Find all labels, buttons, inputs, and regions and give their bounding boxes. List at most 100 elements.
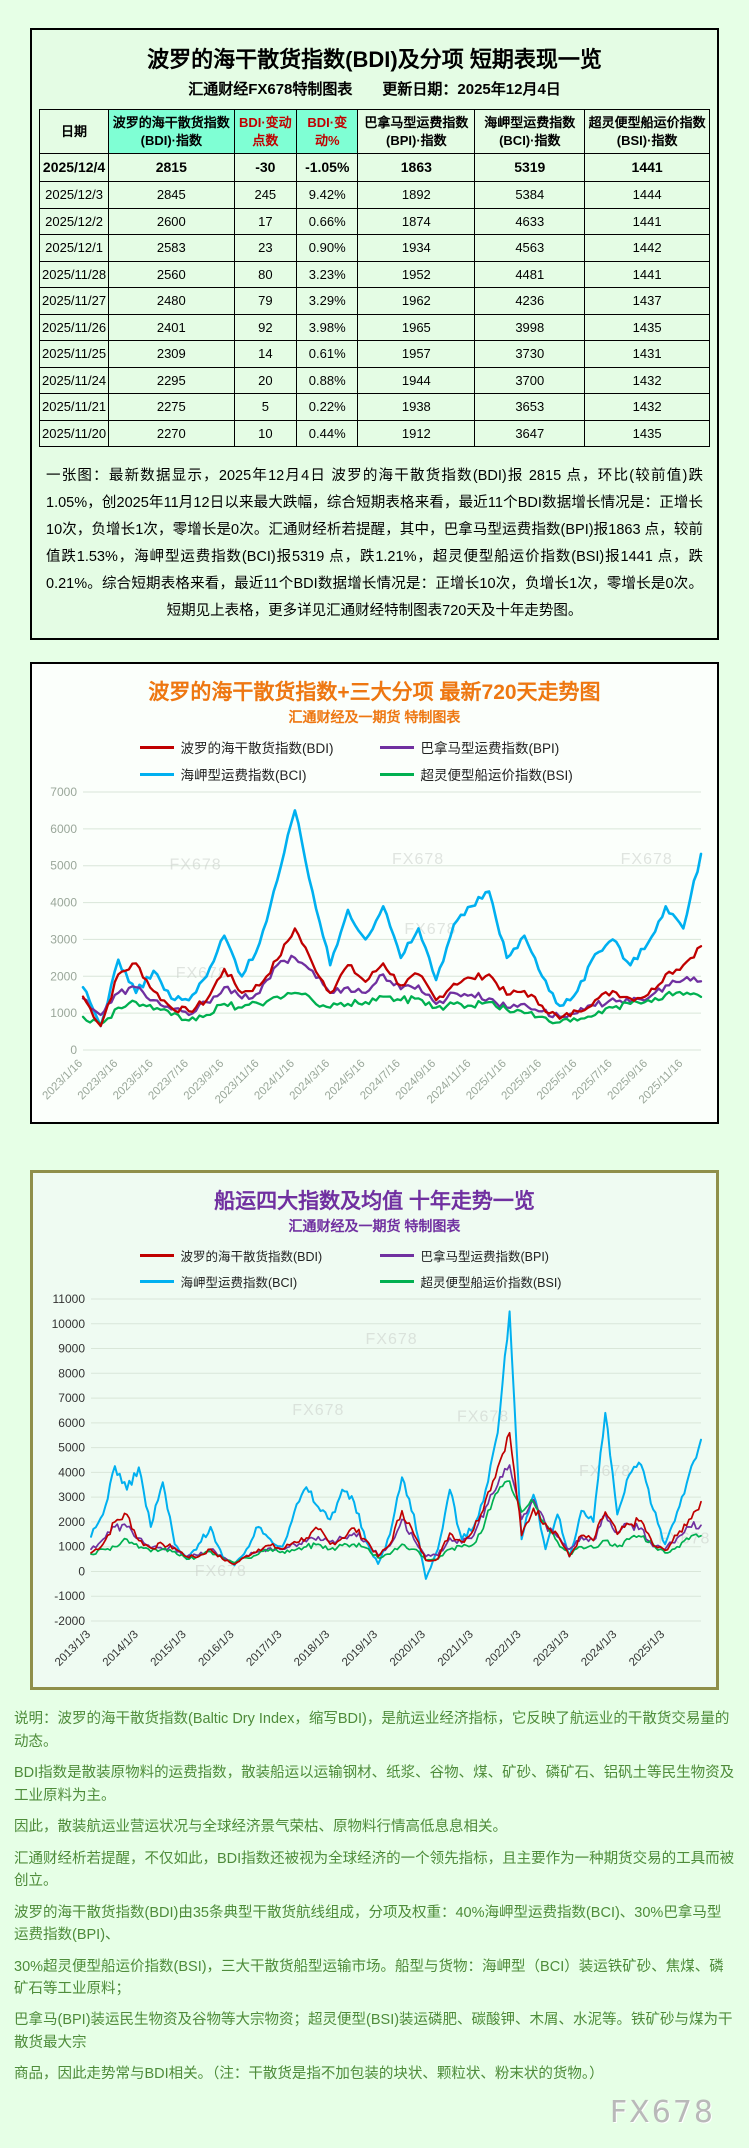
column-header: BDI·变动点数 — [233, 108, 298, 155]
svg-text:3000: 3000 — [58, 1490, 85, 1504]
chart-720d-legend: 波罗的海干散货指数(BDI) 巴拿马型运费指数(BPI) 海岬型运费指数(BCI) 超… — [139, 737, 610, 784]
fx678-watermark: FX678 — [609, 2094, 715, 2130]
legend-label: 波罗的海干散货指数(BDI) — [180, 741, 334, 757]
table-cell: 2309 — [108, 340, 235, 368]
table-cell: 80 — [233, 260, 298, 289]
svg-text:2023/1/3: 2023/1/3 — [531, 1629, 571, 1669]
svg-text:FX678: FX678 — [194, 1563, 246, 1580]
summary-note: 一张图：最新数据显示，2025年12月4日 波罗的海干散货指数(BDI)报 28… — [46, 468, 703, 619]
table-cell: 1957 — [357, 340, 476, 368]
table-row: 2025/11/20 2270 10 0.44% 1912 3647 1435 — [38, 419, 710, 448]
column-header: 巴拿马型运费指数(BPI)·指数 — [357, 108, 476, 155]
footer-note-line: 因此，散装航运业营运状况与全球经济景气荣枯、原物料行情高低息息相关。 — [14, 1819, 507, 1836]
table-cell: 3.23% — [296, 260, 359, 289]
table-cell: 1944 — [357, 366, 476, 395]
svg-text:FX678: FX678 — [404, 921, 456, 938]
table-cell: 5 — [233, 393, 298, 421]
svg-text:6000: 6000 — [50, 822, 77, 836]
table-row: 2025/11/21 2275 5 0.22% 1938 3653 1432 — [38, 393, 710, 421]
chart-720d-section: 波罗的海干散货指数+三大分项 最新720天走势图 汇通财经及一期货 特制图表 波… — [30, 662, 719, 1125]
summary-table: 日期 波罗的海干散货指数(BDI)·指数 BDI·变动点数 BDI·变动% 巴拿马型运费… — [38, 108, 710, 448]
footer-note-line: 汇通财经析若提醒，不仅如此，BDI指数还被视为全球经济的一个领先指标，且主要作为… — [14, 1850, 735, 1890]
chart-720d-title: 波罗的海干散货指数+三大分项 最新720天走势图 — [148, 681, 601, 705]
table-cell: 2295 — [108, 366, 235, 395]
table-cell: 1934 — [357, 234, 476, 262]
column-header: 超灵便型船运价指数(BSI)·指数 — [584, 108, 710, 155]
table-cell: 245 — [233, 180, 298, 209]
chart-720d-plot: 0 1000 2000 3000 4000 5000 6000 7000 FX678 FX678 F… — [40, 786, 702, 1107]
table-cell: -30 — [233, 153, 298, 182]
svg-text:5000: 5000 — [50, 859, 77, 873]
table-cell: 0.61% — [296, 340, 359, 368]
svg-text:1000: 1000 — [58, 1540, 85, 1554]
table-cell: 5319 — [474, 153, 586, 182]
table-cell: 14 — [233, 340, 298, 368]
legend-label: 波罗的海干散货指数(BDI) — [180, 1250, 323, 1265]
svg-text:2017/1/3: 2017/1/3 — [244, 1629, 284, 1669]
footer-note-line: 商品，因此走势常与BDI相关。（注：干散货是指不加包装的块状、颗粒状、粉末状的货… — [14, 2066, 604, 2083]
svg-text:FX678: FX678 — [292, 1402, 344, 1419]
summary-table-head: 日期 波罗的海干散货指数(BDI)·指数 BDI·变动点数 BDI·变动% 巴拿马型运费… — [38, 108, 710, 155]
legend-item: 波罗的海干散货指数(BDI) — [139, 1246, 370, 1265]
legend-label: 巴拿马型运费指数(BPI) — [420, 1250, 549, 1265]
svg-text:2015/1/3: 2015/1/3 — [148, 1629, 188, 1669]
table-cell: 3.29% — [296, 287, 359, 315]
table-cell: 9.42% — [296, 180, 359, 209]
summary-table-body: 2025/12/4 2815 -30 -1.05% 1863 5319 1441 2025/1… — [38, 153, 710, 448]
table-cell: 2025/11/28 — [38, 260, 110, 289]
table-cell: 2025/11/24 — [38, 366, 110, 395]
table-cell: 1892 — [357, 180, 476, 209]
table-cell: 2025/12/3 — [38, 180, 110, 209]
table-cell: 1952 — [357, 260, 476, 289]
summary-subtitle: 汇通财经FX678特制图表 更新日期：2025年12月4日 — [188, 81, 561, 98]
chart-10y-plot: -2000 -1000 0 1000 2000 3000 4000 5000 6000 7000 8… — [51, 1293, 709, 1669]
table-row: 2025/11/25 2309 14 0.61% 1957 3730 1431 — [38, 340, 710, 368]
table-cell: 2815 — [108, 153, 235, 182]
table-cell: 1437 — [584, 287, 710, 315]
legend-item: 巴拿马型运费指数(BPI) — [379, 737, 610, 757]
table-cell: 2560 — [108, 260, 235, 289]
svg-text:2019/1/3: 2019/1/3 — [340, 1629, 380, 1669]
table-row: 2025/11/28 2560 80 3.23% 1952 4481 1441 — [38, 260, 710, 289]
table-row: 2025/12/1 2583 23 0.90% 1934 4563 1442 — [38, 234, 710, 262]
legend-swatch — [379, 772, 414, 776]
legend-label: 超灵便型船运价指数(BSI) — [420, 768, 573, 784]
svg-text:3000: 3000 — [50, 933, 77, 947]
table-cell: 2583 — [108, 234, 235, 262]
table-cell: 0.90% — [296, 234, 359, 262]
svg-text:FX678: FX678 — [457, 1409, 509, 1426]
table-cell: 1444 — [584, 180, 710, 209]
table-cell: 2025/11/20 — [38, 419, 110, 448]
legend-label: 海岬型运费指数(BCI) — [180, 1276, 298, 1291]
legend-swatch — [139, 772, 174, 776]
table-cell: 1938 — [357, 393, 476, 421]
table-cell: 2025/12/2 — [38, 207, 110, 236]
table-cell: 1435 — [584, 313, 710, 342]
svg-text:FX678: FX678 — [365, 1331, 417, 1348]
svg-text:FX678: FX678 — [169, 857, 221, 874]
column-header: BDI·变动% — [296, 108, 359, 155]
svg-text:6000: 6000 — [58, 1416, 85, 1430]
chart-10y-legend: 波罗的海干散货指数(BDI) 巴拿马型运费指数(BPI) 海岬型运费指数(BCI) 超… — [139, 1246, 610, 1291]
legend-swatch — [379, 1254, 414, 1258]
table-cell: 92 — [233, 313, 298, 342]
table-cell: 23 — [233, 234, 298, 262]
table-cell: 4481 — [474, 260, 586, 289]
legend-label: 海岬型运费指数(BCI) — [180, 768, 307, 784]
svg-text:2000: 2000 — [58, 1515, 85, 1529]
svg-text:7000: 7000 — [58, 1391, 85, 1405]
footer-note-line: BDI指数是散装原物料的运费指数，散装船运以运输钢材、纸浆、谷物、煤、矿砂、磷矿… — [14, 1765, 735, 1804]
table-cell: 1874 — [357, 207, 476, 236]
table-cell: 2025/11/27 — [38, 287, 110, 315]
table-cell: 1442 — [584, 234, 710, 262]
table-cell: 1431 — [584, 340, 710, 368]
table-cell: 79 — [233, 287, 298, 315]
svg-text:1000: 1000 — [50, 1006, 77, 1020]
table-cell: -1.05% — [296, 153, 359, 182]
svg-text:4000: 4000 — [50, 896, 77, 910]
svg-text:2018/1/3: 2018/1/3 — [292, 1629, 332, 1669]
svg-text:FX678: FX678 — [620, 852, 672, 869]
table-cell: 0.66% — [296, 207, 359, 236]
table-cell: 3700 — [474, 366, 586, 395]
table-cell: 1962 — [357, 287, 476, 315]
